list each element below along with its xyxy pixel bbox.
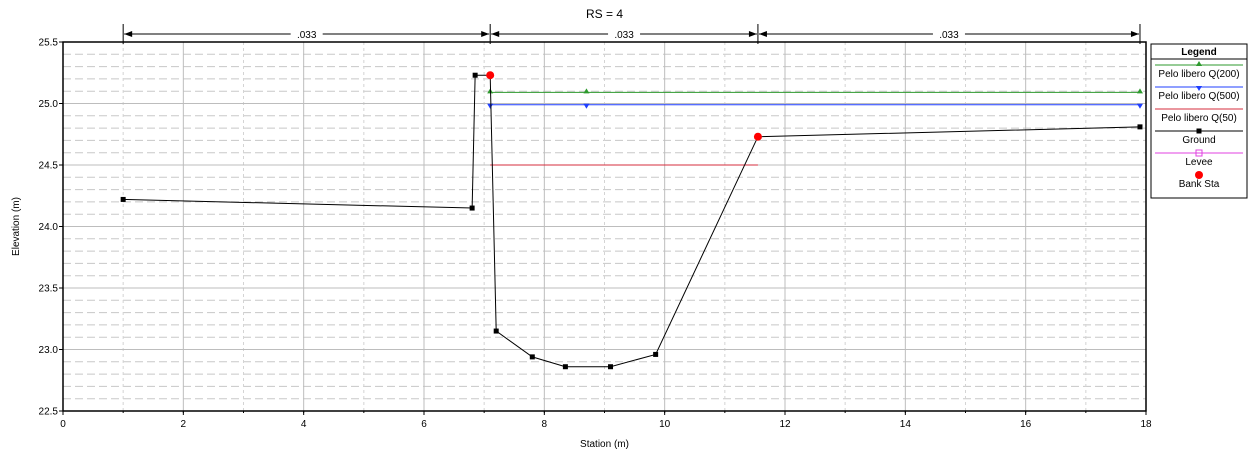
legend-entry-label: Pelo libero Q(500) <box>1158 91 1239 102</box>
x-tick-label: 18 <box>1140 419 1152 430</box>
x-tick-label: 14 <box>900 419 912 430</box>
legend-swatch-marker <box>1195 149 1203 157</box>
series-pelo-libero-q-200- <box>487 88 1143 94</box>
data-point <box>583 103 590 109</box>
data-point <box>1137 124 1143 130</box>
y-tick-label: 22.5 <box>39 407 59 418</box>
x-tick-label: 6 <box>421 419 427 430</box>
data-point <box>529 354 535 360</box>
data-point <box>486 71 495 80</box>
series-pelo-libero-q-500- <box>487 103 1143 109</box>
x-tick-label: 12 <box>779 419 791 430</box>
manning-arrowhead <box>758 31 767 37</box>
data-point <box>469 205 475 211</box>
y-tick-label: 25.0 <box>39 99 59 110</box>
legend-entry-label: Bank Sta <box>1179 179 1220 190</box>
y-tick-label: 23.5 <box>39 284 59 295</box>
y-axis-title: Elevation (m) <box>11 197 22 256</box>
manning-arrowhead <box>481 31 490 37</box>
y-tick-label: 25.5 <box>39 38 59 49</box>
legend-entry-label: Ground <box>1182 135 1215 146</box>
data-point <box>120 196 126 202</box>
data-point <box>753 132 762 141</box>
legend-swatch-marker <box>1196 61 1202 66</box>
x-tick-label: 8 <box>542 419 548 430</box>
series-line <box>123 74 1140 368</box>
data-point <box>493 328 499 334</box>
data-point <box>653 351 659 357</box>
series-layer <box>120 71 1143 370</box>
manning-n-annotations: .033 .033 .033 <box>122 24 1141 44</box>
data-point <box>583 88 590 94</box>
data-point <box>562 364 568 370</box>
grid <box>63 42 1146 411</box>
y-tick-label: 24.5 <box>39 161 59 172</box>
manning-arrowhead <box>491 31 500 37</box>
x-tick-label: 16 <box>1020 419 1032 430</box>
data-point <box>608 364 614 370</box>
y-tick-label: 24.0 <box>39 222 59 233</box>
legend-entry-label: Pelo libero Q(50) <box>1161 113 1237 124</box>
plot-frame <box>59 41 1147 415</box>
x-tick-label: 4 <box>301 419 307 430</box>
manning-arrowhead <box>124 31 133 37</box>
chart-title: RS = 4 <box>586 7 623 21</box>
x-tick-label: 0 <box>60 419 66 430</box>
series-bank-sta <box>486 71 762 141</box>
y-tick-label: 23.0 <box>39 345 59 356</box>
data-point <box>1136 88 1143 94</box>
tick-labels: 0 2 4 6 8 10 12 14 16 18 22.5 23.0 23.5 24.0 24.5 25.0 2… <box>39 38 1152 431</box>
manning-n-label: .033 <box>297 30 317 41</box>
legend: Legend Pelo libero Q(200) Pelo libero Q(50… <box>1150 43 1248 199</box>
manning-n-label: .033 <box>614 30 634 41</box>
manning-arrowhead <box>748 31 757 37</box>
x-tick-label: 2 <box>181 419 187 430</box>
legend-title: Legend <box>1181 47 1217 58</box>
manning-n-label: .033 <box>939 30 959 41</box>
data-point <box>1136 103 1143 109</box>
legend-entry-label: Pelo libero Q(200) <box>1158 69 1239 80</box>
x-tick-label: 10 <box>659 419 671 430</box>
legend-entry-label: Levee <box>1185 157 1213 168</box>
manning-arrowhead <box>1130 31 1139 37</box>
data-point <box>487 103 494 109</box>
legend-swatch-marker <box>1195 171 1203 179</box>
legend-swatch-marker <box>1196 86 1202 91</box>
data-point <box>472 72 478 78</box>
x-axis-title: Station (m) <box>580 439 629 450</box>
legend-swatch-marker <box>1196 128 1202 134</box>
